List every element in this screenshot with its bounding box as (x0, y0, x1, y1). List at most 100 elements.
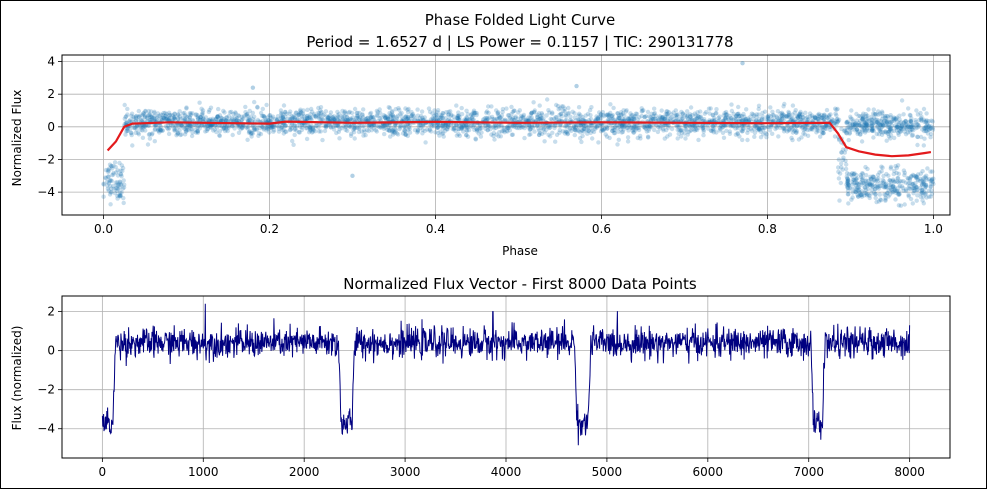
scatter-point (355, 125, 360, 130)
scatter-point (682, 112, 688, 118)
scatter-point (924, 125, 929, 130)
scatter-point (690, 113, 695, 118)
scatter-point (757, 126, 762, 131)
scatter-point (513, 115, 518, 121)
scatter-point (871, 120, 876, 125)
scatter-point (328, 110, 334, 115)
scatter-point (464, 124, 469, 130)
scatter-point (165, 123, 171, 128)
top-x-tick-label: 0.6 (592, 222, 611, 236)
scatter-point (206, 118, 212, 123)
scatter-point (855, 185, 860, 190)
scatter-point (905, 130, 910, 135)
scatter-point (752, 134, 757, 139)
scatter-point (770, 109, 775, 115)
scatter-point (883, 182, 888, 187)
scatter-point (506, 125, 511, 131)
scatter-point (569, 128, 574, 133)
scatter-point (612, 130, 618, 136)
scatter-point (630, 113, 635, 118)
scatter-point (507, 128, 513, 133)
scatter-point (837, 198, 842, 203)
scatter-point (340, 117, 346, 123)
scatter-point (843, 166, 849, 172)
scatter-point (902, 124, 907, 129)
scatter-point (894, 165, 900, 170)
scatter-point (274, 117, 280, 123)
scatter-point (892, 187, 898, 192)
scatter-point (115, 173, 121, 178)
scatter-point (778, 111, 783, 116)
scatter-point (484, 117, 489, 123)
scatter-point (519, 125, 524, 130)
scatter-point (439, 124, 444, 129)
scatter-point (911, 181, 916, 187)
scatter-point (527, 132, 532, 137)
scatter-point (572, 127, 578, 132)
scatter-point (299, 110, 304, 116)
scatter-point (854, 187, 859, 192)
scatter-point (175, 112, 181, 117)
scatter-point (741, 118, 746, 123)
scatter-point (455, 115, 460, 120)
scatter-point (738, 113, 743, 118)
scatter-point (677, 127, 682, 133)
scatter-point (245, 117, 250, 122)
scatter-point (206, 123, 211, 128)
scatter-point (250, 123, 255, 129)
scatter-point (620, 125, 625, 130)
scatter-point (916, 178, 921, 183)
scatter-point (785, 124, 791, 129)
scatter-point (163, 113, 168, 119)
scatter-point (283, 123, 288, 128)
scatter-point (844, 162, 849, 167)
scatter-point (665, 109, 670, 114)
scatter-point (627, 117, 632, 122)
scatter-point (357, 115, 363, 120)
scatter-point (143, 109, 148, 114)
scatter-point (680, 111, 685, 116)
scatter-point (887, 178, 893, 183)
scatter-point (903, 187, 909, 192)
scatter-point (919, 182, 925, 187)
scatter-point (702, 111, 707, 116)
scatter-point (265, 115, 270, 120)
scatter-point (589, 123, 594, 128)
scatter-point (288, 127, 293, 133)
scatter-point (340, 108, 345, 114)
scatter-point (492, 126, 497, 131)
scatter-point (665, 134, 670, 139)
scatter-point (653, 113, 658, 119)
scatter-point (886, 173, 891, 178)
scatter-point (729, 108, 735, 114)
scatter-point (286, 116, 291, 121)
scatter-point (735, 124, 740, 129)
scatter-point (622, 117, 627, 122)
scatter-point (163, 116, 169, 122)
scatter-point (816, 111, 822, 117)
scatter-point (184, 125, 190, 130)
scatter-point (405, 133, 410, 139)
scatter-point (404, 117, 409, 122)
scatter-point (123, 114, 128, 120)
scatter-point (617, 115, 622, 121)
scatter-point (415, 107, 420, 112)
scatter-point (283, 114, 288, 119)
scatter-point (226, 113, 232, 119)
scatter-point (340, 113, 345, 118)
scatter-point (381, 124, 386, 129)
scatter-point (798, 112, 803, 117)
scatter-point (869, 180, 875, 186)
scatter-point (694, 116, 699, 122)
scatter-point (910, 123, 915, 128)
scatter-point (456, 113, 461, 118)
scatter-point (265, 124, 270, 129)
scatter-point (332, 117, 337, 123)
scatter-point (202, 124, 208, 129)
scatter-point (888, 121, 893, 126)
scatter-point (854, 118, 859, 123)
scatter-point (205, 126, 210, 132)
scatter-point (771, 113, 777, 118)
scatter-point (565, 111, 571, 116)
